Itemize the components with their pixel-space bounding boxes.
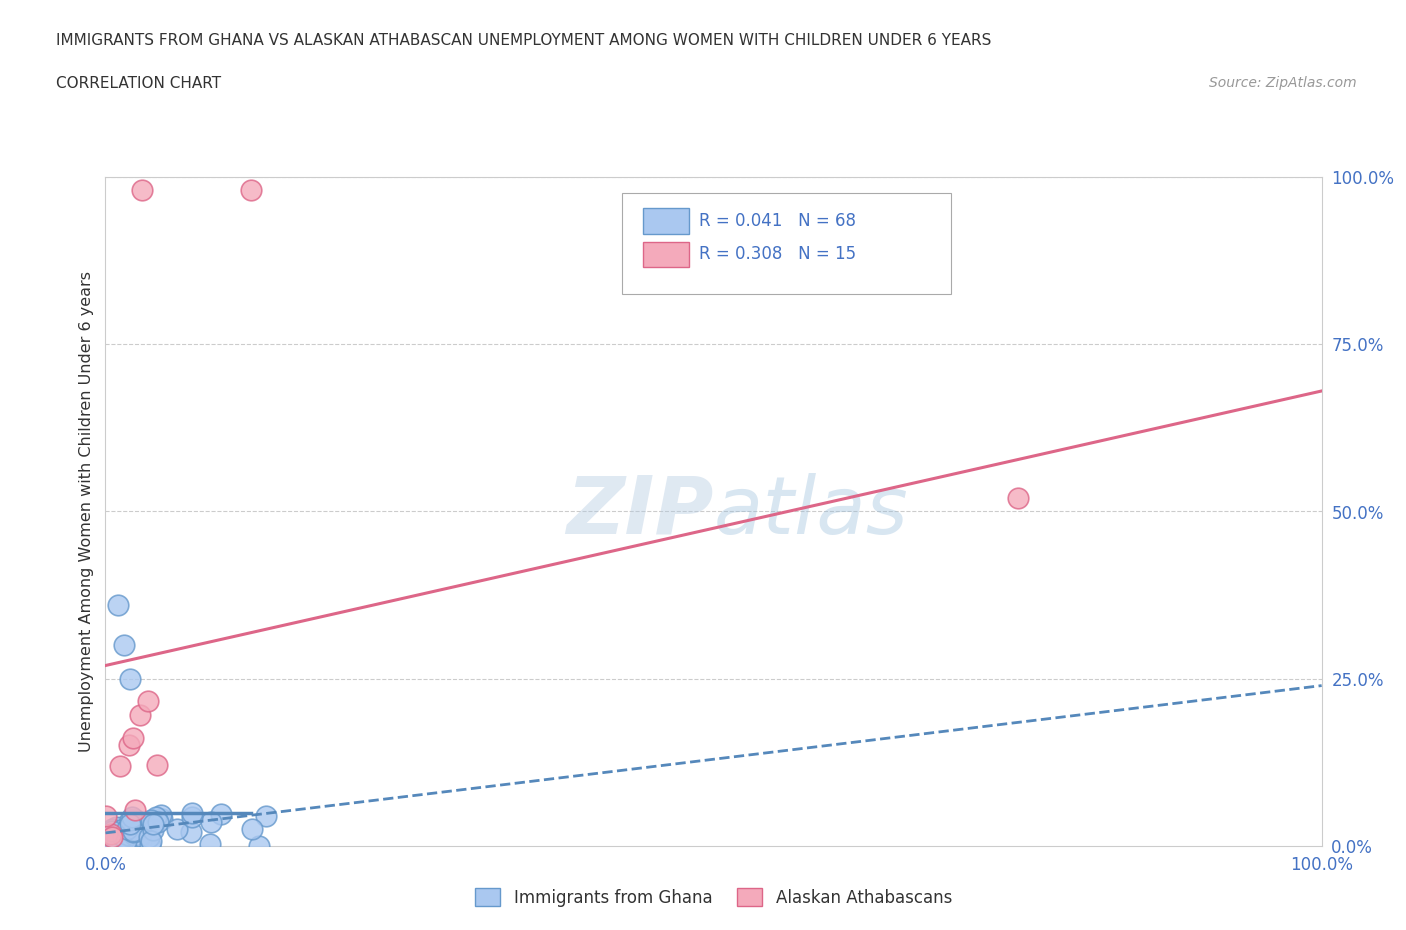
Text: R = 0.308   N = 15: R = 0.308 N = 15 bbox=[699, 246, 856, 263]
Point bbox=[131, 182, 153, 197]
Point bbox=[118, 671, 141, 686]
Y-axis label: Unemployment Among Women with Children Under 6 years: Unemployment Among Women with Children U… bbox=[79, 271, 94, 752]
Point bbox=[97, 826, 120, 841]
Point bbox=[139, 812, 162, 827]
Point bbox=[115, 833, 138, 848]
Text: atlas: atlas bbox=[713, 472, 908, 551]
Point bbox=[117, 828, 139, 843]
Point bbox=[101, 822, 124, 837]
Point bbox=[181, 810, 204, 825]
Point bbox=[98, 838, 121, 853]
Text: ZIP: ZIP bbox=[567, 472, 713, 551]
Bar bbox=[643, 242, 689, 267]
Point bbox=[103, 836, 125, 851]
Point bbox=[94, 838, 117, 853]
Point bbox=[107, 598, 129, 613]
Point bbox=[146, 815, 169, 830]
Point bbox=[139, 834, 162, 849]
Point bbox=[121, 823, 143, 838]
Point bbox=[125, 813, 148, 828]
Point bbox=[101, 824, 124, 839]
Point bbox=[180, 825, 202, 840]
Point bbox=[142, 823, 165, 838]
Point bbox=[120, 813, 142, 828]
Point bbox=[104, 832, 127, 847]
Point bbox=[138, 838, 160, 853]
Point bbox=[122, 825, 145, 840]
Point bbox=[110, 819, 132, 834]
FancyBboxPatch shape bbox=[623, 193, 950, 294]
Legend: Immigrants from Ghana, Alaskan Athabascans: Immigrants from Ghana, Alaskan Athabasca… bbox=[467, 880, 960, 915]
Point bbox=[122, 828, 145, 843]
Point bbox=[209, 806, 232, 821]
Text: R = 0.041   N = 68: R = 0.041 N = 68 bbox=[699, 212, 856, 230]
Point bbox=[240, 822, 263, 837]
Point bbox=[121, 731, 143, 746]
Point bbox=[150, 812, 173, 827]
Point bbox=[254, 808, 277, 823]
Point bbox=[146, 757, 169, 772]
Point bbox=[101, 830, 124, 844]
Point bbox=[105, 832, 128, 847]
Point bbox=[129, 708, 152, 723]
Point bbox=[105, 820, 128, 835]
Point bbox=[94, 808, 117, 823]
Point bbox=[121, 812, 143, 827]
Bar bbox=[643, 208, 689, 233]
Point bbox=[97, 830, 120, 844]
Point bbox=[108, 759, 131, 774]
Point bbox=[129, 829, 152, 844]
Point bbox=[138, 830, 160, 844]
Point bbox=[181, 806, 204, 821]
Point bbox=[200, 815, 222, 830]
Point bbox=[198, 836, 221, 851]
Point bbox=[107, 827, 129, 842]
Text: IMMIGRANTS FROM GHANA VS ALASKAN ATHABASCAN UNEMPLOYMENT AMONG WOMEN WITH CHILDR: IMMIGRANTS FROM GHANA VS ALASKAN ATHABAS… bbox=[56, 33, 991, 47]
Point bbox=[240, 182, 263, 197]
Point bbox=[166, 822, 188, 837]
Point bbox=[121, 809, 143, 824]
Point bbox=[100, 830, 122, 844]
Point bbox=[100, 827, 122, 842]
Point bbox=[118, 737, 141, 752]
Point bbox=[247, 839, 270, 854]
Point bbox=[1007, 491, 1029, 506]
Point bbox=[142, 817, 165, 831]
Point bbox=[108, 834, 131, 849]
Point bbox=[129, 834, 152, 849]
Point bbox=[112, 638, 135, 653]
Point bbox=[97, 830, 120, 844]
Point bbox=[111, 822, 134, 837]
Point bbox=[124, 823, 146, 838]
Text: Source: ZipAtlas.com: Source: ZipAtlas.com bbox=[1209, 76, 1357, 90]
Point bbox=[111, 830, 134, 844]
Point bbox=[104, 830, 127, 844]
Point bbox=[127, 824, 149, 839]
Point bbox=[124, 803, 146, 817]
Point bbox=[149, 807, 172, 822]
Point bbox=[98, 831, 121, 846]
Point bbox=[120, 817, 142, 831]
Point bbox=[94, 839, 117, 854]
Point bbox=[145, 809, 167, 824]
Point bbox=[117, 821, 139, 836]
Text: CORRELATION CHART: CORRELATION CHART bbox=[56, 76, 221, 91]
Point bbox=[136, 694, 159, 709]
